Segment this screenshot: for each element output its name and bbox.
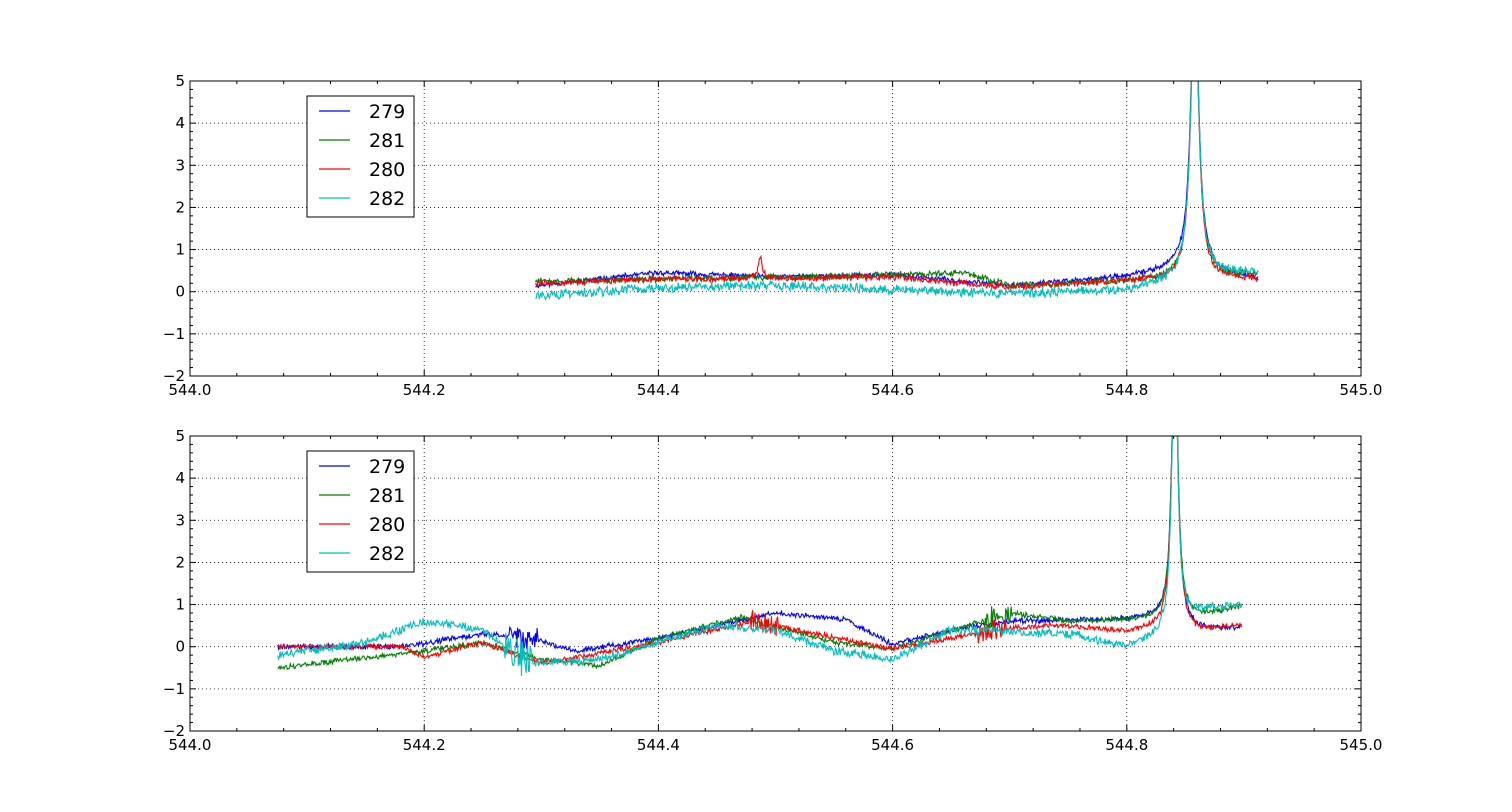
- y-tick-label: −2: [163, 367, 185, 385]
- ticks: 544.0 544.2 544.4 544.6 544.8 545.0 5 4 3 2 1 0 −1 −2: [163, 427, 1383, 754]
- y-tick-label: 3: [175, 156, 185, 174]
- series-line-280: [277, 436, 1243, 667]
- y-tick-label: 2: [175, 553, 185, 571]
- chart-panel-top: 544.0 544.2 544.4 544.6 544.8 545.0 5 4 3 2 1 0 −1 −2…: [163, 72, 1383, 399]
- x-tick-label: 544.0: [169, 381, 212, 399]
- series-line-280: [534, 81, 1259, 292]
- x-tick-label: 544.2: [403, 736, 446, 754]
- x-tick-label: 544.8: [1105, 736, 1148, 754]
- legend-box: [306, 450, 415, 573]
- x-tick-label: 544.8: [1105, 381, 1148, 399]
- y-tick-label: 4: [175, 114, 185, 132]
- x-tick-label: 544.6: [871, 736, 914, 754]
- y-tick-label: 5: [175, 72, 185, 90]
- series-line-279: [277, 436, 1243, 654]
- legend-label-279: 279: [369, 101, 405, 123]
- legend-label-279: 279: [369, 456, 405, 478]
- series-group: [277, 436, 1243, 676]
- x-tick-label: 544.4: [637, 736, 680, 754]
- x-tick-label: 545.0: [1340, 381, 1383, 399]
- y-tick-label: 5: [175, 427, 185, 445]
- series-line-282: [535, 81, 1259, 301]
- y-tick-label: 2: [175, 198, 185, 216]
- y-tick-label: 1: [175, 596, 185, 614]
- x-tick-label: 545.0: [1340, 736, 1383, 754]
- series-line-282: [277, 436, 1243, 676]
- y-tick-label: −2: [163, 722, 185, 740]
- y-tick-label: 4: [175, 469, 185, 487]
- axes-frame: [189, 80, 1362, 377]
- legend: 279 281 280 282: [306, 95, 415, 218]
- legend: 279 281 280 282: [306, 450, 415, 573]
- series-group: [534, 81, 1259, 301]
- legend-box: [306, 95, 415, 218]
- chart-panel-bottom: 544.0 544.2 544.4 544.6 544.8 545.0 5 4 3 2 1 0 −1 −2…: [163, 427, 1383, 754]
- x-tick-label: 544.2: [403, 381, 446, 399]
- y-tick-label: 1: [175, 241, 185, 259]
- x-tick-label: 544.0: [169, 736, 212, 754]
- x-tick-label: 544.6: [871, 381, 914, 399]
- y-tick-label: 3: [175, 511, 185, 529]
- x-tick-label: 544.4: [637, 381, 680, 399]
- legend-label-281: 281: [369, 130, 405, 152]
- y-tick-label: −1: [163, 680, 185, 698]
- axes-frame: [189, 435, 1362, 732]
- legend-label-282: 282: [369, 188, 405, 210]
- y-tick-label: 0: [175, 638, 185, 656]
- y-tick-label: 0: [175, 283, 185, 301]
- ticks: 544.0 544.2 544.4 544.6 544.8 545.0 5 4 3 2 1 0 −1 −2: [163, 72, 1383, 399]
- legend-label-280: 280: [369, 159, 405, 181]
- legend-label-281: 281: [369, 485, 405, 507]
- legend-label-280: 280: [369, 514, 405, 536]
- y-tick-label: −1: [163, 325, 185, 343]
- legend-label-282: 282: [369, 543, 405, 565]
